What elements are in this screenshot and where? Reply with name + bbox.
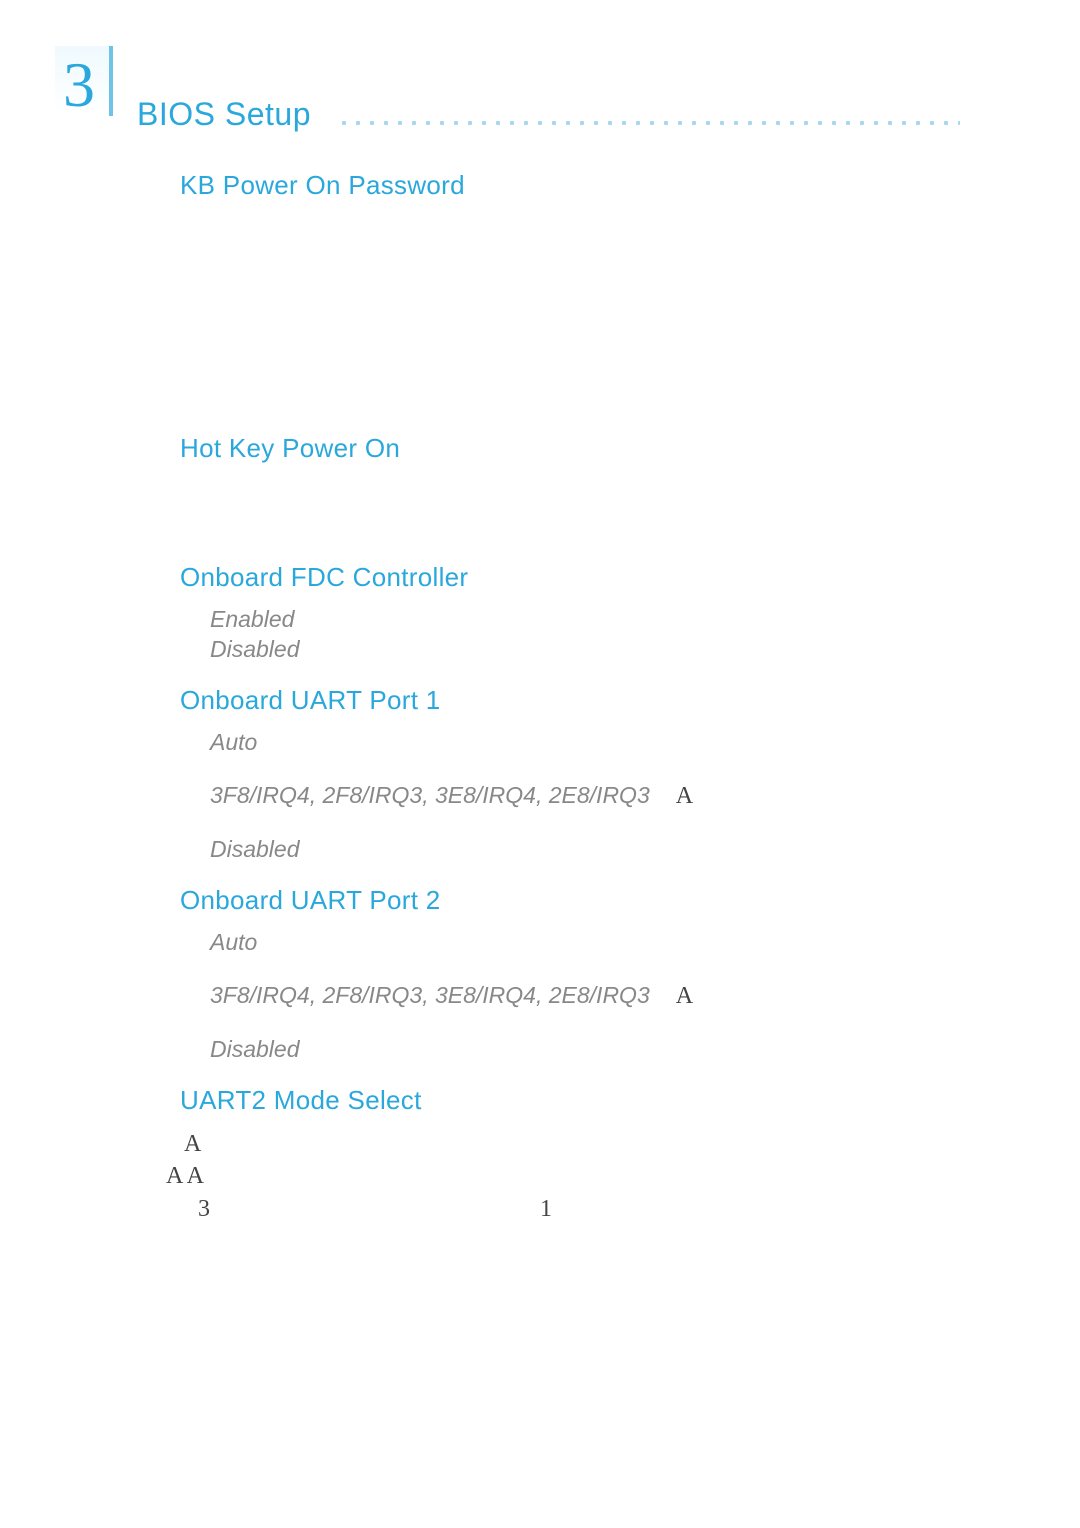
heading-onboard-fdc-controller: Onboard FDC Controller (180, 562, 940, 593)
content-area: KB Power On Password Hot Key Power On On… (55, 170, 960, 1225)
options-onboard-fdc-controller: Enabled Disabled (210, 605, 940, 665)
heading-hot-key-power-on: Hot Key Power On (180, 433, 940, 464)
trailing-mark: A (676, 983, 693, 1009)
option-row: 3F8/IRQ4, 2F8/IRQ3, 3E8/IRQ4, 2E8/IRQ3 A (210, 981, 940, 1035)
option-label-text: 3F8/IRQ4, 2F8/IRQ3, 3E8/IRQ4, 2E8/IRQ3 (210, 982, 650, 1008)
body-kb-power-on-password (180, 213, 940, 403)
heading-onboard-uart-port-2: Onboard UART Port 2 (180, 885, 940, 916)
option-row: 3F8/IRQ4, 2F8/IRQ3, 3E8/IRQ4, 2E8/IRQ3 A (210, 781, 940, 835)
option-label: Disabled (210, 1035, 940, 1065)
option-label: Disabled (210, 635, 940, 665)
option-desc (210, 958, 940, 981)
uart2-tail-block: A A A 31 (180, 1128, 940, 1225)
heading-onboard-uart-port-1: Onboard UART Port 1 (180, 685, 940, 716)
uart2-tail-line-2: A A (166, 1160, 940, 1192)
options-onboard-uart-port-1: Auto 3F8/IRQ4, 2F8/IRQ3, 3E8/IRQ4, 2E8/I… (210, 728, 940, 865)
option-label-text: 3F8/IRQ4, 2F8/IRQ3, 3E8/IRQ4, 2E8/IRQ3 (210, 782, 650, 808)
option-row: Disabled (210, 835, 940, 865)
option-label: 3F8/IRQ4, 2F8/IRQ3, 3E8/IRQ4, 2E8/IRQ3 A (210, 781, 940, 812)
section-title: BIOS Setup (137, 96, 311, 133)
option-label: Enabled (210, 605, 940, 635)
option-desc (210, 812, 940, 835)
option-row: Disabled (210, 1035, 940, 1065)
uart2-tail-l3-left: 3 (198, 1196, 210, 1222)
uart2-tail-l3-right: 1 (540, 1193, 552, 1225)
heading-kb-power-on-password: KB Power On Password (180, 170, 940, 201)
option-label: 3F8/IRQ4, 2F8/IRQ3, 3E8/IRQ4, 2E8/IRQ3 A (210, 981, 940, 1012)
page-header: 3 BIOS Setup (55, 46, 960, 156)
option-desc (210, 1012, 940, 1035)
heading-uart2-mode-select: UART2 Mode Select (180, 1085, 940, 1116)
trailing-mark: A (676, 783, 693, 809)
option-label: Auto (210, 728, 940, 758)
option-desc (210, 758, 940, 781)
option-label: Disabled (210, 835, 940, 865)
dotted-rule (337, 118, 960, 128)
option-label: Auto (210, 928, 940, 958)
options-onboard-uart-port-2: Auto 3F8/IRQ4, 2F8/IRQ3, 3E8/IRQ4, 2E8/I… (210, 928, 940, 1065)
option-row: Auto (210, 728, 940, 781)
chapter-number: 3 (63, 48, 95, 122)
option-row: Auto (210, 928, 940, 981)
page: 3 BIOS Setup KB Power On Password Hot Ke… (0, 0, 1080, 1528)
uart2-tail-line-1: A (180, 1128, 940, 1160)
body-hot-key-power-on (180, 476, 940, 532)
uart2-tail-line-3: 31 (180, 1193, 940, 1225)
